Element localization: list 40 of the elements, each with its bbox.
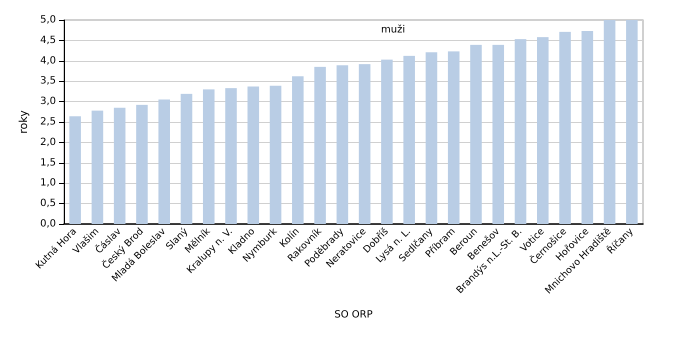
bar	[114, 108, 126, 224]
bar	[604, 20, 616, 224]
y-tick-label: 0,5	[40, 198, 56, 210]
y-tick-label: 3,0	[40, 96, 56, 108]
bar	[158, 100, 170, 224]
y-tick-label: 2,0	[40, 136, 56, 148]
bar	[336, 65, 348, 224]
bar	[582, 31, 594, 224]
y-tick-label: 5,0	[40, 14, 56, 26]
bar	[470, 44, 482, 224]
chart-title: muži	[381, 24, 406, 36]
bar	[292, 76, 304, 224]
bar	[426, 52, 438, 224]
bar	[92, 110, 104, 224]
bar	[403, 56, 415, 224]
bar	[270, 86, 282, 224]
bar	[248, 86, 260, 224]
bar	[626, 20, 638, 224]
bar	[537, 37, 549, 224]
bar	[492, 44, 504, 224]
x-axis-title: SO ORP	[334, 310, 373, 320]
bar	[358, 64, 370, 224]
bar	[225, 88, 237, 224]
bar	[514, 39, 526, 224]
y-tick-label: 2,5	[40, 116, 56, 128]
y-axis-title: roky	[17, 110, 30, 134]
bar	[314, 66, 326, 224]
y-tick-label: 4,5	[40, 34, 56, 46]
bar	[202, 89, 215, 224]
bar	[559, 32, 571, 224]
y-tick-label: 3,5	[40, 76, 56, 87]
bar	[381, 60, 393, 224]
bar	[69, 116, 81, 224]
bar	[448, 51, 460, 224]
y-tick-label: 1,0	[40, 178, 56, 189]
y-tick-label: 0,0	[40, 218, 56, 230]
y-tick-label: 1,5	[40, 157, 56, 168]
y-tick-label: 4,0	[40, 55, 56, 66]
bar	[180, 94, 192, 224]
bar	[136, 104, 148, 224]
